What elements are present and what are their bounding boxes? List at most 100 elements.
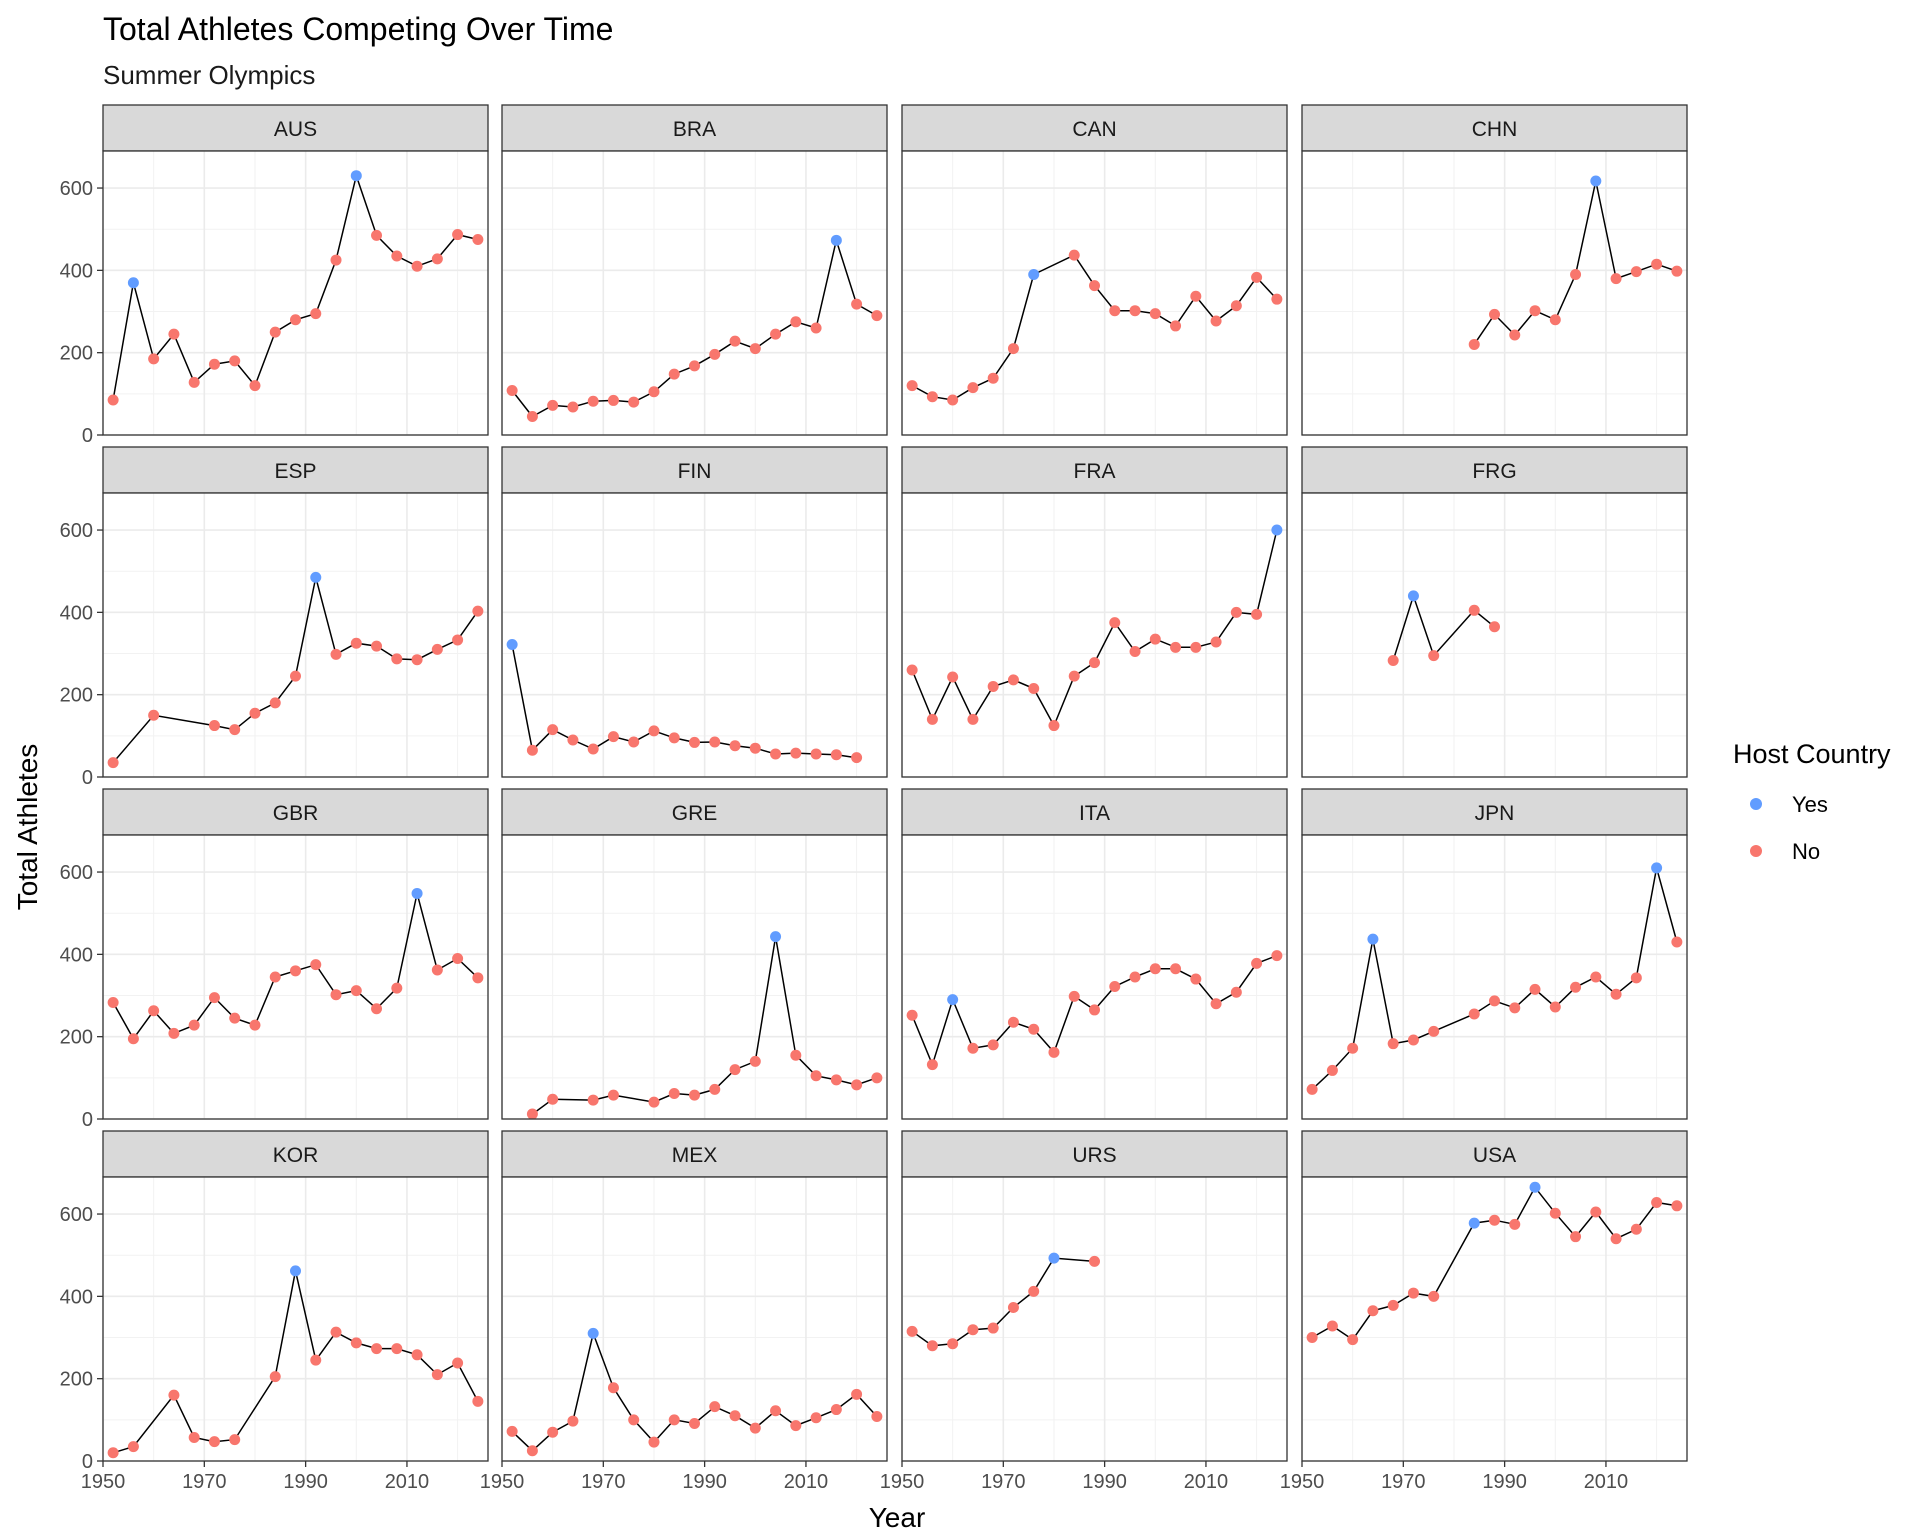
panel-background: [103, 835, 488, 1119]
facet-strip: [1301, 446, 1688, 494]
data-point: [810, 1412, 822, 1424]
data-point: [648, 1096, 660, 1108]
facet-can: CAN: [901, 104, 1288, 436]
data-point: [1367, 1305, 1379, 1317]
data-point: [350, 170, 362, 182]
panel-border: [901, 834, 1288, 1120]
data-point: [526, 1445, 538, 1457]
data-point: [1251, 957, 1263, 969]
data-point: [472, 1395, 484, 1407]
data-point: [208, 1436, 220, 1448]
data-point: [472, 605, 484, 617]
data-point: [107, 394, 119, 406]
data-point: [148, 353, 160, 365]
facet-frg: FRG: [1301, 446, 1688, 778]
facet-strip-label: URS: [1072, 1144, 1116, 1167]
data-point: [330, 648, 342, 660]
data-point: [269, 1371, 281, 1383]
data-point: [1468, 604, 1480, 616]
chart-title: Total Athletes Competing Over Time: [103, 11, 613, 47]
data-point: [452, 634, 464, 646]
data-point: [1509, 329, 1521, 341]
data-point: [1651, 1197, 1663, 1209]
data-point: [1570, 268, 1582, 280]
panel-background: [502, 835, 887, 1119]
data-point: [411, 260, 423, 272]
x-tick-label: 2010: [784, 1471, 829, 1493]
data-point: [790, 747, 802, 759]
data-point: [947, 394, 959, 406]
data-point: [330, 254, 342, 266]
data-point: [1048, 1046, 1060, 1058]
data-point: [168, 328, 180, 340]
facet-strip-label: BRA: [673, 118, 716, 141]
data-point: [1347, 1334, 1359, 1346]
data-point: [607, 394, 619, 406]
data-point: [1428, 1290, 1440, 1302]
data-point: [607, 1382, 619, 1394]
data-point: [851, 1079, 863, 1091]
facet-strip: [501, 104, 888, 152]
data-point: [1170, 320, 1182, 332]
data-point: [1190, 973, 1202, 985]
data-point: [1671, 936, 1683, 948]
data-point: [526, 410, 538, 422]
data-point: [208, 992, 220, 1004]
data-point: [1109, 305, 1121, 317]
y-tick-label: 600: [60, 1204, 93, 1226]
data-point: [127, 1033, 139, 1045]
data-point: [188, 1019, 200, 1031]
data-point: [350, 637, 362, 649]
y-tick-label: 200: [60, 1369, 93, 1391]
data-point: [371, 1343, 383, 1355]
y-tick-label: 400: [60, 602, 93, 624]
facet-strip-label: FRA: [1074, 460, 1116, 483]
facet-aus: AUS 0 200 400 600: [60, 104, 489, 447]
panel-background: [1302, 835, 1687, 1119]
data-point: [229, 355, 241, 367]
facet-fra: FRA: [901, 446, 1288, 778]
facet-strip: [501, 788, 888, 836]
data-point: [1007, 674, 1019, 686]
data-point: [987, 1039, 999, 1051]
data-point: [871, 1072, 883, 1084]
data-point: [567, 734, 579, 746]
x-tick-label: 1950: [880, 1471, 925, 1493]
data-point: [1570, 981, 1582, 993]
data-point: [628, 396, 640, 408]
facet-strip: [102, 1130, 489, 1178]
panel-border: [102, 492, 489, 778]
data-point: [411, 1349, 423, 1361]
legend: Host Country Yes No: [1733, 739, 1891, 864]
panel-border: [901, 492, 1288, 778]
data-point: [729, 335, 741, 347]
data-point: [1089, 1004, 1100, 1016]
data-point: [1170, 641, 1182, 653]
data-point: [906, 1325, 918, 1337]
panel-border: [1301, 834, 1688, 1120]
data-point: [830, 749, 842, 761]
y-tick-label: 600: [60, 520, 93, 542]
data-point: [411, 654, 423, 666]
x-tick-label: 1970: [182, 1471, 227, 1493]
data-point: [290, 314, 301, 326]
data-point: [607, 1089, 619, 1101]
data-point: [1489, 621, 1500, 633]
data-point: [906, 1009, 918, 1021]
data-point: [1509, 1002, 1521, 1014]
series-line: [112, 577, 479, 764]
y-tick-label: 200: [60, 1027, 93, 1049]
x-axis-title: Year: [869, 1502, 926, 1533]
panel-gridlines: [501, 1177, 887, 1462]
x-tick-label: 1990: [682, 1471, 727, 1493]
facet-strip: [901, 1130, 1288, 1178]
data-point: [1230, 300, 1242, 312]
facet-bra: BRA: [501, 104, 888, 436]
data-point: [310, 1354, 322, 1366]
data-point: [648, 725, 660, 737]
y-tick-label: 0: [82, 767, 93, 789]
data-point: [526, 1108, 538, 1120]
facet-jpn: JPN: [1301, 788, 1688, 1120]
data-point: [1068, 670, 1080, 682]
data-point: [1489, 1214, 1500, 1226]
